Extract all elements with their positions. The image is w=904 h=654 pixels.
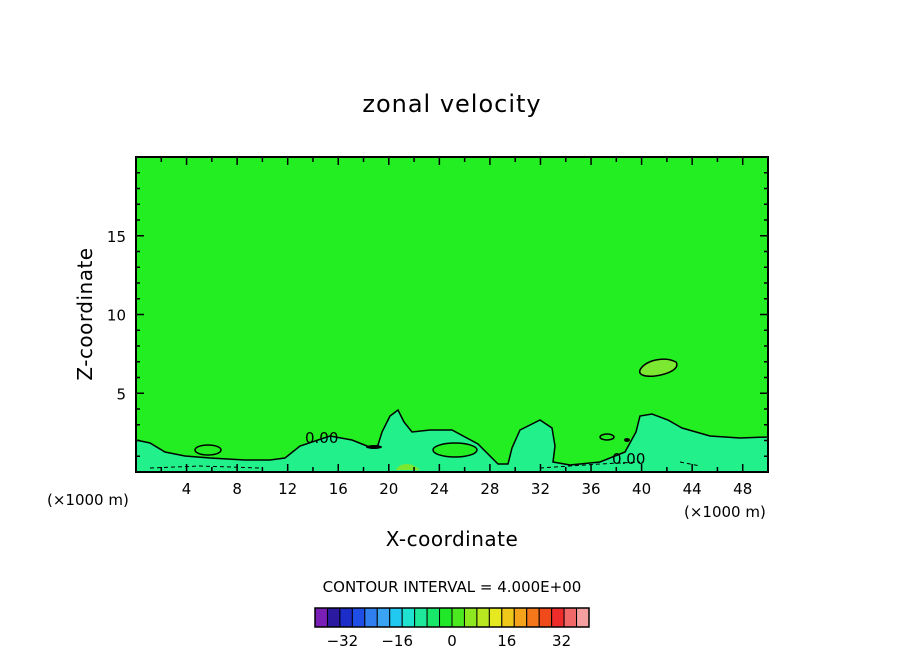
colorbar-swatch [389, 607, 403, 628]
colorbar-swatch [563, 607, 578, 628]
colorbar-swatch [513, 607, 528, 628]
contour-region-positive [638, 358, 678, 377]
colorbar-tick-label: −16 [381, 632, 413, 650]
colorbar-swatch [576, 607, 590, 628]
contour-line-negative [149, 461, 701, 469]
colorbar-swatch [488, 607, 503, 628]
x-tick-label: 12 [278, 480, 297, 498]
x-units-left: (×1000 m) [47, 491, 129, 509]
colorbar-tick-label: 32 [552, 632, 571, 650]
contour-small-loop [599, 433, 615, 441]
x-tick-label: 44 [683, 480, 702, 498]
x-tick-label: 24 [430, 480, 449, 498]
contour-label: 0.00 [305, 429, 338, 447]
chart-title: zonal velocity [362, 90, 541, 118]
colorbar-swatch [551, 607, 565, 628]
colorbar-swatch [476, 607, 490, 628]
x-tick-label: 8 [232, 480, 242, 498]
colorbar-swatch [314, 607, 328, 628]
colorbar-tick-label: 16 [497, 632, 516, 650]
contour-small-loop [624, 438, 630, 442]
colorbar-frame [314, 607, 590, 628]
y-tick-label: 15 [107, 228, 126, 246]
colorbar-swatch [414, 607, 428, 628]
y-tick-label: 5 [116, 385, 126, 403]
colorbar-swatch [401, 607, 416, 628]
colorbar-swatch [376, 607, 391, 628]
x-tick-label: 16 [329, 480, 348, 498]
colorbar-swatch [451, 607, 465, 628]
contour-interval-text: CONTOUR INTERVAL = 4.000E+00 [323, 578, 582, 596]
y-axis: 5 10 15 [107, 172, 768, 457]
colorbar-swatch [463, 607, 478, 628]
colorbar-swatch [538, 607, 553, 628]
x-units-right: (×1000 m) [684, 503, 766, 521]
y-tick-label: 10 [107, 307, 126, 325]
colorbar-swatch [426, 607, 441, 628]
colorbar-tick-label: −32 [327, 632, 359, 650]
colorbar-swatch [326, 607, 341, 628]
x-tick-label: 28 [480, 480, 499, 498]
x-axis-label: X-coordinate [386, 527, 519, 551]
contour-small-loop [194, 444, 222, 456]
colorbar-swatch [526, 607, 540, 628]
colorbar-swatch [439, 607, 453, 628]
colorbar-tick-label: 0 [447, 632, 457, 650]
contour-layer: 0.00 0.00 [135, 358, 769, 472]
colorbar-swatch [351, 607, 366, 628]
colorbar [314, 607, 590, 628]
y-axis-label: Z-coordinate [73, 247, 97, 380]
contour-line-zero [135, 408, 769, 466]
x-tick-label: 32 [531, 480, 550, 498]
contour-small-loop [366, 445, 382, 449]
colorbar-swatch [501, 607, 515, 628]
x-tick-label: 48 [733, 480, 752, 498]
contour-small-loop [432, 442, 478, 458]
contour-label: 0.00 [612, 450, 645, 468]
colorbar-swatch [339, 607, 353, 628]
x-tick-label: 36 [581, 480, 600, 498]
x-tick-label: 4 [182, 480, 192, 498]
colorbar-ticks: −32 −16 0 16 32 [327, 632, 572, 650]
colorbar-swatch [364, 607, 378, 628]
contour-region-near-zero [136, 410, 768, 472]
x-axis: 4 8 12 16 20 24 28 32 36 40 44 48 [160, 157, 752, 498]
x-tick-label: 40 [632, 480, 651, 498]
x-tick-label: 20 [379, 480, 398, 498]
